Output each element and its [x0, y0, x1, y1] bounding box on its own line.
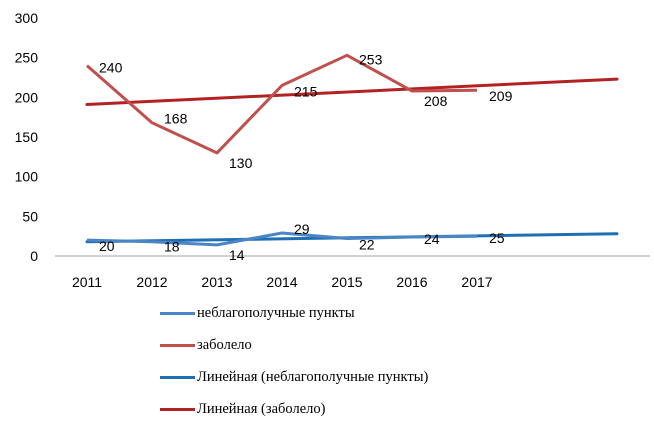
legend-label-trend-1: Линейная (неблагополучные пункты) — [197, 368, 429, 385]
y-tick-label: 300 — [15, 10, 39, 26]
data-label: 168 — [164, 111, 188, 127]
x-axis-ticks: 2011 2012 2013 2014 2015 2016 2017 — [72, 274, 493, 290]
legend-swatch-series-2 — [160, 343, 195, 347]
data-label: 24 — [424, 231, 440, 247]
data-label: 208 — [424, 93, 448, 109]
y-tick-label: 0 — [30, 248, 38, 264]
y-tick-label: 150 — [15, 129, 39, 145]
trend-lines — [85, 77, 619, 244]
data-label: 25 — [489, 230, 505, 246]
y-tick-label: 50 — [22, 208, 38, 224]
legend-label-series-1: неблагополучные пункты — [197, 304, 355, 321]
legend-swatch-series-1 — [160, 311, 195, 315]
data-label: 209 — [489, 88, 513, 104]
data-label: 18 — [164, 239, 180, 255]
data-label: 253 — [359, 51, 383, 67]
legend-label-trend-2: Линейная (заболело) — [197, 400, 326, 417]
legend-swatch-trend-1 — [160, 375, 195, 379]
data-label: 22 — [359, 237, 375, 253]
x-tick-label: 2014 — [266, 274, 297, 290]
legend-swatch-trend-2 — [160, 407, 195, 411]
x-tick-label: 2013 — [201, 274, 232, 290]
data-label: 14 — [229, 247, 245, 263]
x-tick-label: 2012 — [136, 274, 167, 290]
y-axis-ticks: 0 50 100 150 200 250 300 — [15, 10, 39, 264]
data-label: 20 — [99, 238, 115, 254]
data-label: 29 — [294, 221, 310, 237]
data-label: 240 — [99, 60, 123, 76]
x-tick-label: 2017 — [461, 274, 492, 290]
legend-item-series-2: заболело — [160, 335, 252, 355]
series-line-2 — [86, 53, 478, 155]
y-tick-label: 250 — [15, 50, 39, 66]
legend-label-series-2: заболело — [197, 336, 252, 353]
data-label: 130 — [229, 155, 253, 171]
x-tick-label: 2011 — [72, 274, 102, 290]
y-tick-label: 200 — [15, 89, 39, 105]
data-labels: 20 18 14 29 22 24 25 240 168 130 215 253 208 209 — [99, 51, 513, 263]
legend-item-trend-1: Линейная (неблагополучные пункты) — [160, 367, 428, 387]
trendline-2 — [85, 77, 619, 106]
x-tick-label: 2015 — [331, 274, 362, 290]
data-label: 215 — [294, 83, 318, 99]
series-line-1 — [86, 231, 478, 247]
legend-item-trend-2: Линейная (заболело) — [160, 399, 325, 419]
series-lines — [86, 53, 478, 247]
y-tick-label: 100 — [15, 169, 39, 185]
legend-item-series-1: неблагополучные пункты — [160, 303, 355, 323]
x-tick-label: 2016 — [396, 274, 427, 290]
